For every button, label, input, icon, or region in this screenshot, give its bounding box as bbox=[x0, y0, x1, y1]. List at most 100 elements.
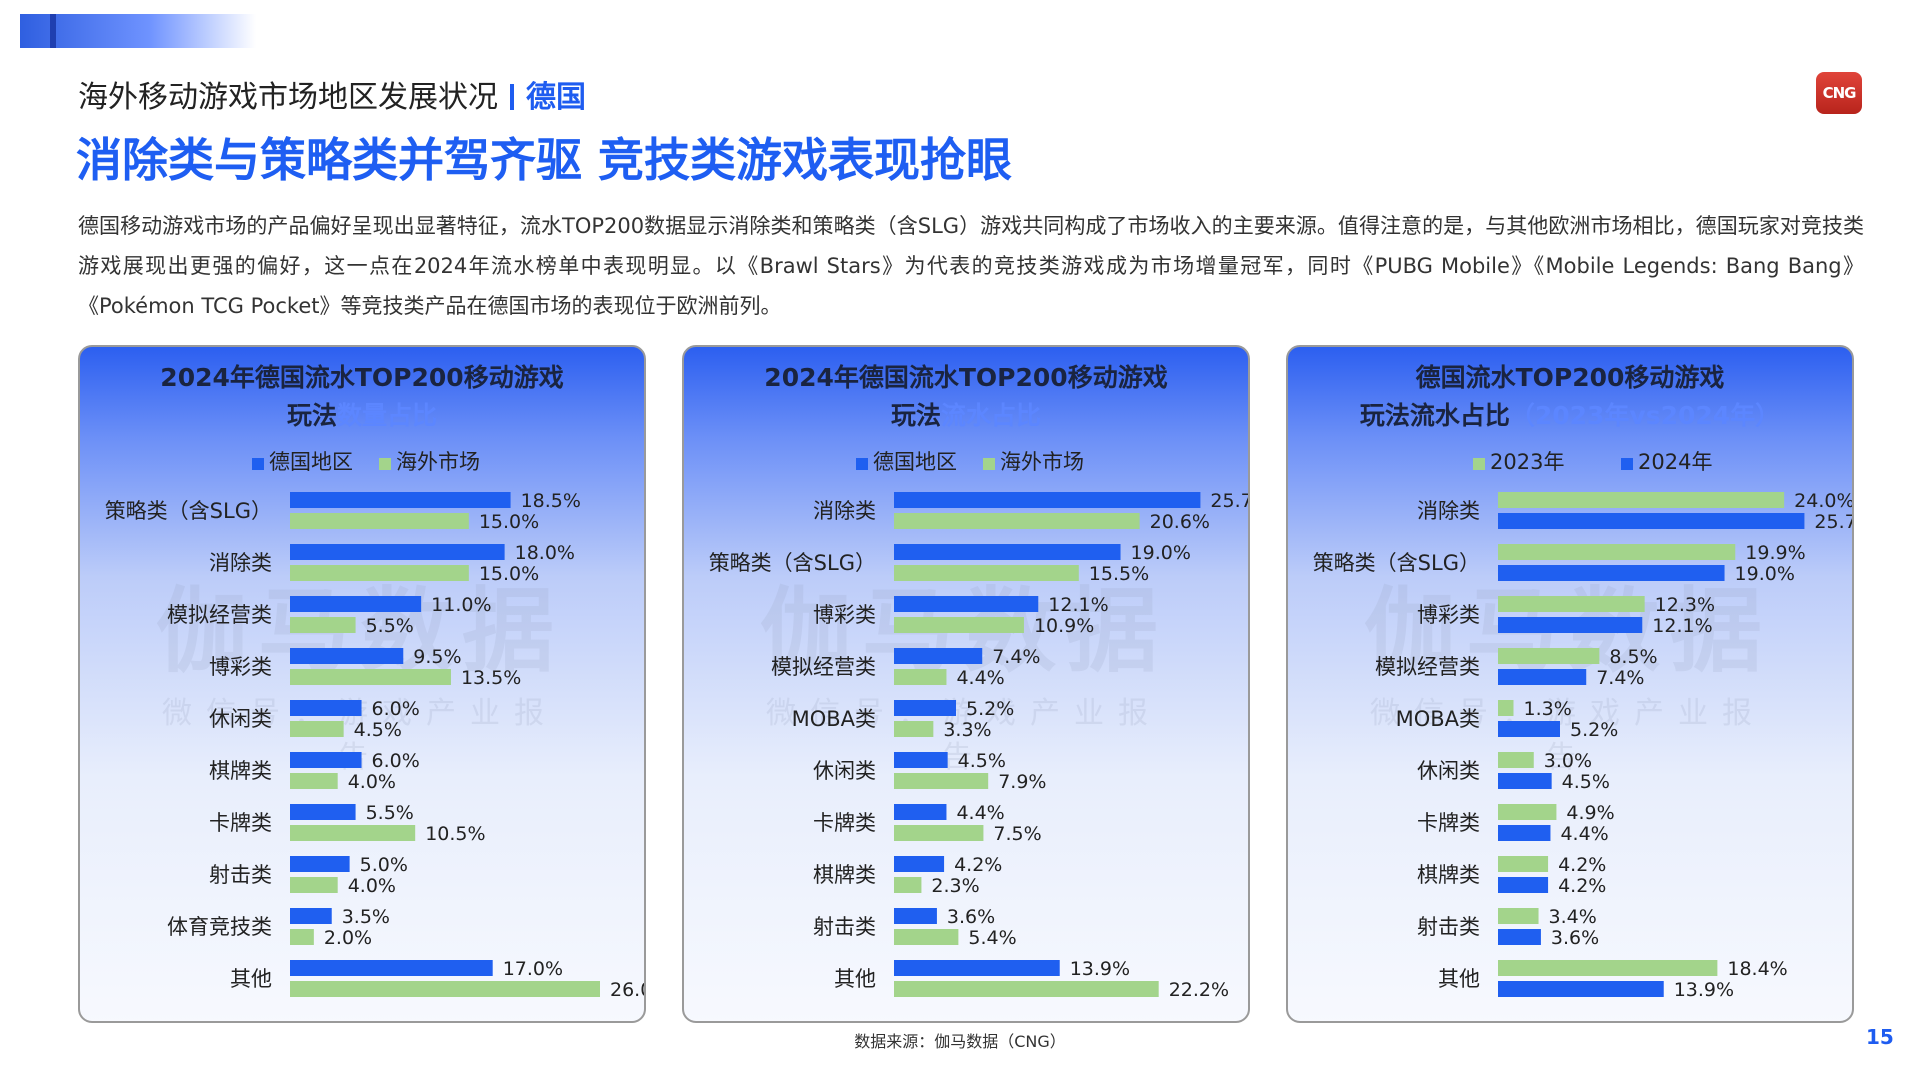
bar-2 bbox=[290, 721, 344, 737]
data-label-2: 5.4% bbox=[968, 927, 1016, 949]
cng-logo: CNG bbox=[1816, 72, 1862, 114]
bar-2 bbox=[894, 981, 1159, 997]
bar-1 bbox=[290, 544, 505, 560]
data-label-2: 3.6% bbox=[1551, 927, 1599, 949]
bar-2 bbox=[1498, 565, 1725, 581]
bar-2 bbox=[290, 929, 314, 945]
data-label-1: 12.1% bbox=[1048, 594, 1108, 616]
bar-1 bbox=[1498, 544, 1736, 560]
category-label: 博彩类 bbox=[209, 655, 272, 679]
category-label: 模拟经营类 bbox=[1375, 655, 1480, 679]
bar-1 bbox=[290, 492, 511, 508]
bar-1 bbox=[894, 700, 956, 716]
data-label-1: 18.0% bbox=[515, 542, 575, 564]
data-label-2: 4.4% bbox=[1560, 823, 1608, 845]
data-label-1: 24.0% bbox=[1794, 490, 1854, 512]
data-label-1: 3.6% bbox=[947, 906, 995, 928]
category-label: 棋牌类 bbox=[209, 759, 272, 783]
category-label: 其他 bbox=[1438, 967, 1480, 991]
category-label: 消除类 bbox=[813, 499, 876, 523]
bar-2 bbox=[894, 929, 959, 945]
bar-2 bbox=[894, 721, 934, 737]
category-label: 卡牌类 bbox=[1417, 811, 1480, 835]
legend-label-1: 2023年 bbox=[1490, 450, 1564, 474]
bar-2 bbox=[1498, 773, 1552, 789]
chart-1-title-line2: 玩法 bbox=[286, 401, 337, 430]
data-label-1: 18.4% bbox=[1727, 958, 1787, 980]
category-label: 模拟经营类 bbox=[771, 655, 876, 679]
bar-1 bbox=[290, 596, 422, 612]
bar-2 bbox=[1498, 721, 1560, 737]
legend-label-2: 海外市场 bbox=[1000, 450, 1084, 474]
category-label: 其他 bbox=[230, 967, 272, 991]
legend-label-1: 德国地区 bbox=[269, 450, 353, 474]
bar-1 bbox=[290, 648, 404, 664]
bar-1 bbox=[894, 648, 983, 664]
data-label-1: 13.9% bbox=[1070, 958, 1130, 980]
data-label-2: 7.9% bbox=[998, 771, 1046, 793]
bar-2 bbox=[894, 773, 989, 789]
data-label-2: 7.5% bbox=[993, 823, 1041, 845]
bar-1 bbox=[1498, 960, 1718, 976]
data-label-2: 19.0% bbox=[1735, 563, 1795, 585]
bar-2 bbox=[1498, 825, 1551, 841]
data-label-2: 10.5% bbox=[425, 823, 485, 845]
bar-2 bbox=[290, 669, 451, 685]
category-label: 棋牌类 bbox=[1417, 863, 1480, 887]
data-label-2: 2.0% bbox=[324, 927, 372, 949]
section-title-text: 海外移动游戏市场地区发展状况 bbox=[78, 80, 498, 115]
bar-2 bbox=[290, 617, 356, 633]
bar-2 bbox=[1498, 513, 1805, 529]
chart-panel-3: 德国流水TOP200移动游戏 玩法流水占比（2023年vs2024年） 伽马数据… bbox=[1286, 345, 1854, 1023]
chart-2-title-main: 2024年德国流水TOP200移动游戏 bbox=[764, 363, 1168, 392]
bar-2 bbox=[894, 513, 1140, 529]
legend-swatch-1 bbox=[1473, 458, 1485, 470]
bar-2 bbox=[894, 669, 947, 685]
data-label-1: 6.0% bbox=[372, 698, 420, 720]
bar-1 bbox=[1498, 700, 1514, 716]
bar-2 bbox=[290, 877, 338, 893]
data-label-1: 8.5% bbox=[1609, 646, 1657, 668]
data-label-1: 4.2% bbox=[1558, 854, 1606, 876]
bar-1 bbox=[1498, 856, 1549, 872]
legend-swatch-2 bbox=[379, 458, 391, 470]
legend-swatch-1 bbox=[252, 458, 264, 470]
category-label: MOBA类 bbox=[1396, 707, 1480, 731]
category-label: 博彩类 bbox=[1417, 603, 1480, 627]
bar-1 bbox=[1498, 804, 1557, 820]
bar-1 bbox=[290, 752, 362, 768]
bar-1 bbox=[290, 908, 332, 924]
category-label: 体育竞技类 bbox=[167, 915, 272, 939]
data-label-2: 15.5% bbox=[1089, 563, 1149, 585]
bar-1 bbox=[1498, 648, 1600, 664]
section-region: 德国 bbox=[526, 80, 586, 115]
data-label-2: 15.0% bbox=[479, 511, 539, 533]
category-label: 休闲类 bbox=[209, 707, 272, 731]
bar-2 bbox=[290, 981, 600, 997]
page-title: 消除类与策略类并驾齐驱 竞技类游戏表现抢眼 bbox=[76, 133, 1013, 187]
data-label-1: 25.7% bbox=[1210, 490, 1250, 512]
chart-3-title: 德国流水TOP200移动游戏 玩法流水占比（2023年vs2024年） bbox=[1288, 359, 1852, 435]
data-label-1: 19.9% bbox=[1745, 542, 1805, 564]
data-label-2: 12.1% bbox=[1652, 615, 1712, 637]
data-label-2: 4.5% bbox=[1562, 771, 1610, 793]
bar-2 bbox=[290, 513, 469, 529]
data-label-2: 4.0% bbox=[348, 771, 396, 793]
chart-1-title: 2024年德国流水TOP200移动游戏 玩法数量占比 bbox=[80, 359, 644, 435]
data-label-1: 6.0% bbox=[372, 750, 420, 772]
bar-2 bbox=[1498, 929, 1541, 945]
data-label-1: 9.5% bbox=[413, 646, 461, 668]
data-label-1: 3.0% bbox=[1544, 750, 1592, 772]
bar-1 bbox=[1498, 492, 1785, 508]
data-label-2: 15.0% bbox=[479, 563, 539, 585]
category-label: 消除类 bbox=[1417, 499, 1480, 523]
data-label-1: 18.5% bbox=[521, 490, 581, 512]
data-label-1: 3.4% bbox=[1549, 906, 1597, 928]
bar-1 bbox=[894, 960, 1060, 976]
data-label-1: 4.2% bbox=[954, 854, 1002, 876]
data-label-1: 5.0% bbox=[360, 854, 408, 876]
legend-swatch-2 bbox=[983, 458, 995, 470]
chart-3-title-sub: （2023年vs2024年） bbox=[1509, 401, 1781, 430]
